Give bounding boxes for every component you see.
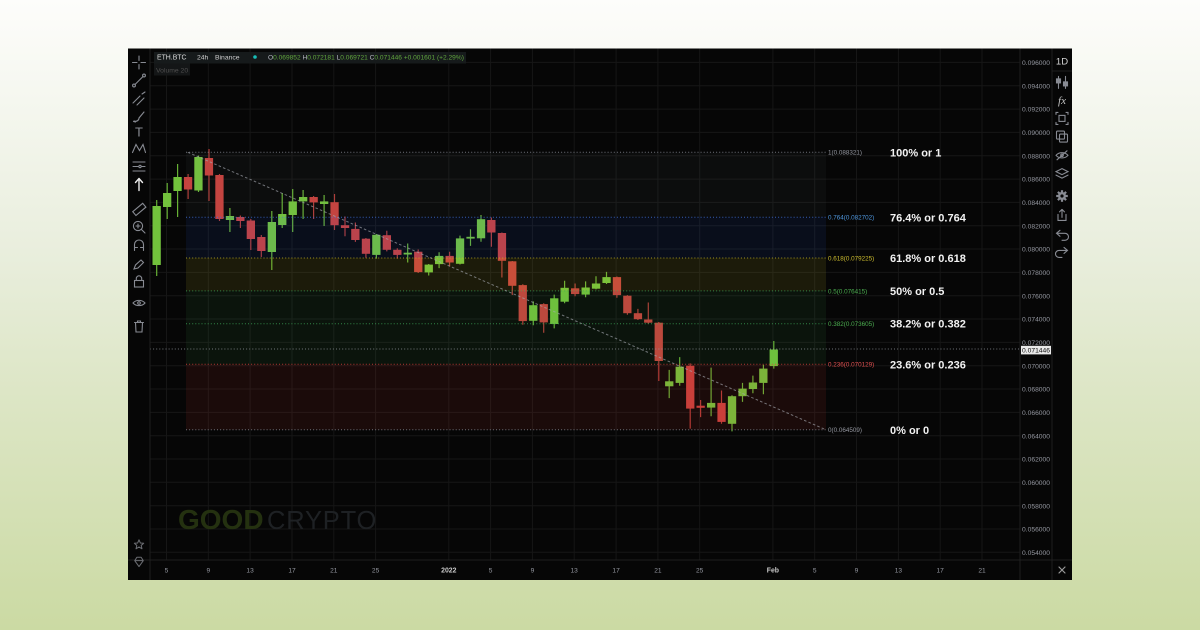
svg-text:0.056000: 0.056000 — [1022, 527, 1050, 534]
svg-text:1(0.088321): 1(0.088321) — [828, 150, 862, 157]
svg-text:9: 9 — [531, 568, 535, 575]
svg-text:0.096000: 0.096000 — [1022, 60, 1050, 67]
svg-text:5: 5 — [165, 568, 169, 575]
svg-text:17: 17 — [937, 568, 945, 575]
svg-text:17: 17 — [612, 568, 620, 575]
svg-text:0.064000: 0.064000 — [1022, 433, 1050, 440]
svg-text:0.764(0.082702): 0.764(0.082702) — [828, 215, 874, 222]
svg-text:0.058000: 0.058000 — [1022, 503, 1050, 510]
svg-text:5: 5 — [489, 568, 493, 575]
svg-text:O0.069852 H0.072181 L0.069721: O0.069852 H0.072181 L0.069721 C0.071446 … — [268, 55, 464, 62]
svg-text:5: 5 — [813, 568, 817, 575]
svg-text:0.066000: 0.066000 — [1022, 410, 1050, 417]
svg-text:76.4% or 0.764: 76.4% or 0.764 — [890, 212, 967, 224]
svg-text:0.080000: 0.080000 — [1022, 247, 1050, 254]
svg-text:T: T — [135, 125, 143, 140]
svg-text:13: 13 — [895, 568, 903, 575]
svg-text:100% or 1: 100% or 1 — [890, 147, 941, 159]
svg-text:61.8% or 0.618: 61.8% or 0.618 — [890, 253, 966, 265]
svg-text:0.074000: 0.074000 — [1022, 317, 1050, 324]
svg-text:Volume 20: Volume 20 — [156, 68, 188, 75]
svg-text:0.070000: 0.070000 — [1022, 363, 1050, 370]
svg-text:0.094000: 0.094000 — [1022, 83, 1050, 90]
svg-text:0.382(0.073605): 0.382(0.073605) — [828, 321, 874, 328]
svg-text:0.5(0.076415): 0.5(0.076415) — [828, 288, 867, 295]
svg-text:13: 13 — [571, 568, 579, 575]
svg-text:25: 25 — [372, 568, 380, 575]
svg-text:2022: 2022 — [441, 568, 456, 575]
svg-text:0.618(0.079225): 0.618(0.079225) — [828, 255, 874, 262]
svg-text:Binance: Binance — [215, 55, 240, 62]
svg-text:ETH.BTC: ETH.BTC — [157, 55, 187, 62]
svg-text:21: 21 — [330, 568, 338, 575]
svg-text:23.6% or 0.236: 23.6% or 0.236 — [890, 359, 966, 371]
svg-text:38.2% or 0.382: 38.2% or 0.382 — [890, 319, 966, 331]
svg-text:0.068000: 0.068000 — [1022, 387, 1050, 394]
svg-text:0.078000: 0.078000 — [1022, 270, 1050, 277]
svg-text:CRYPTO: CRYPTO — [267, 507, 377, 535]
svg-text:Feb: Feb — [767, 568, 779, 575]
svg-text:17: 17 — [288, 568, 296, 575]
svg-text:GOOD: GOOD — [178, 504, 264, 535]
svg-text:0.072000: 0.072000 — [1022, 340, 1050, 347]
svg-text:24h: 24h — [197, 55, 209, 62]
svg-text:0.071446: 0.071446 — [1022, 348, 1050, 355]
svg-text:fx: fx — [1058, 95, 1066, 107]
svg-text:25: 25 — [696, 568, 704, 575]
svg-text:0.088000: 0.088000 — [1022, 153, 1050, 160]
svg-text:0.092000: 0.092000 — [1022, 107, 1050, 114]
svg-text:0.062000: 0.062000 — [1022, 457, 1050, 464]
svg-text:9: 9 — [855, 568, 859, 575]
svg-text:0.076000: 0.076000 — [1022, 293, 1050, 300]
svg-text:0(0.064509): 0(0.064509) — [828, 427, 862, 434]
svg-text:0.082000: 0.082000 — [1022, 223, 1050, 230]
svg-text:21: 21 — [654, 568, 662, 575]
svg-text:0.054000: 0.054000 — [1022, 550, 1050, 557]
svg-text:0.236(0.070129): 0.236(0.070129) — [828, 362, 874, 369]
svg-text:50% or 0.5: 50% or 0.5 — [890, 286, 944, 298]
svg-text:13: 13 — [246, 568, 254, 575]
svg-text:9: 9 — [206, 568, 210, 575]
svg-text:0.084000: 0.084000 — [1022, 200, 1050, 207]
svg-text:0.090000: 0.090000 — [1022, 130, 1050, 137]
svg-text:0.086000: 0.086000 — [1022, 177, 1050, 184]
svg-text:0.060000: 0.060000 — [1022, 480, 1050, 487]
svg-text:0% or 0: 0% or 0 — [890, 425, 929, 437]
svg-text:1D: 1D — [1056, 57, 1068, 68]
svg-text:21: 21 — [978, 568, 986, 575]
